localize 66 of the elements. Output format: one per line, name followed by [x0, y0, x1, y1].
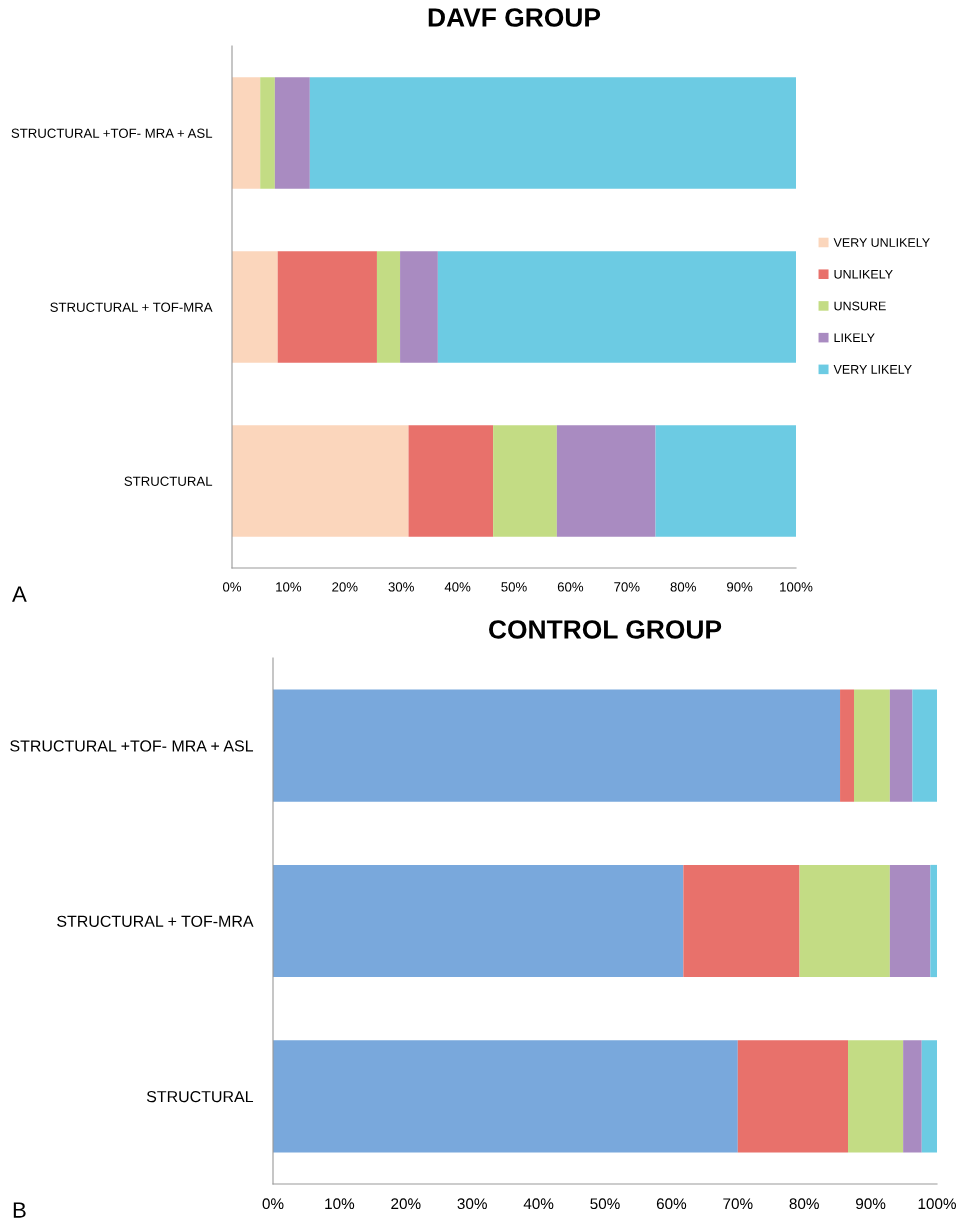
- x-tick-label: 80%: [789, 1198, 819, 1210]
- bar: [274, 77, 310, 189]
- x-tick-label: 30%: [457, 1198, 487, 1210]
- x-tick-label: 90%: [856, 1198, 886, 1210]
- bar: [889, 689, 913, 802]
- legend-label: VERY UNLIKELY: [833, 238, 930, 247]
- bar: [273, 864, 684, 978]
- bar: [655, 425, 796, 537]
- x-tick-label: 80%: [670, 582, 696, 592]
- bar: [408, 425, 494, 537]
- x-tick-label: 60%: [656, 1198, 687, 1210]
- x-tick-label: 20%: [391, 1198, 421, 1210]
- x-tick-label: 70%: [723, 1198, 753, 1210]
- bar: [889, 864, 931, 978]
- x-tick-label: 10%: [276, 582, 302, 592]
- x-tick-label: 100%: [780, 582, 813, 592]
- bar: [376, 251, 401, 363]
- legend-label: VERY LIKELY: [833, 365, 912, 374]
- x-tick-label: 0%: [222, 582, 242, 592]
- bar: [260, 77, 275, 189]
- bar: [232, 77, 261, 189]
- bar: [309, 77, 796, 189]
- bar: [437, 251, 796, 363]
- y-tick-label: STRUCTURAL + TOF-MRA: [50, 302, 213, 312]
- legend-label: LIKELY: [834, 333, 875, 342]
- bar: [273, 1040, 738, 1153]
- x-tick-label: 60%: [557, 582, 584, 592]
- x-tick-label: 10%: [325, 1198, 355, 1210]
- bar: [737, 1040, 849, 1153]
- x-tick-label: 0%: [262, 1198, 284, 1210]
- text: A: [12, 586, 27, 602]
- y-tick-label: STRUCTURAL: [124, 476, 213, 486]
- legend-label: UNSURE: [834, 301, 886, 311]
- bar: [556, 425, 656, 537]
- bar: [912, 689, 937, 802]
- bar: [273, 689, 841, 802]
- bar: [277, 251, 377, 363]
- bar: [799, 864, 890, 978]
- bar: [840, 689, 854, 802]
- x-tick-label: 30%: [388, 582, 414, 592]
- y-tick-label: STRUCTURAL + TOF-MRA: [57, 915, 254, 927]
- bar: [232, 251, 278, 363]
- chart-title: CONTROL GROUP: [489, 620, 722, 639]
- bar: [854, 689, 890, 802]
- bar: [903, 1040, 922, 1153]
- x-tick-label: 90%: [727, 582, 753, 592]
- bar: [683, 864, 800, 978]
- y-tick-label: STRUCTURAL +TOF- MRA + ASL: [10, 740, 254, 752]
- bar: [232, 425, 409, 537]
- x-tick-label: 70%: [614, 582, 640, 592]
- x-tick-label: 50%: [590, 1198, 620, 1210]
- x-tick-label: 20%: [332, 582, 358, 592]
- x-tick-label: 40%: [444, 582, 471, 592]
- bar: [400, 251, 438, 363]
- y-tick-label: STRUCTURAL +TOF- MRA + ASL: [11, 128, 213, 138]
- x-tick-label: 100%: [918, 1198, 956, 1210]
- legend-label: UNLIKELY: [834, 269, 893, 279]
- x-tick-label: 40%: [523, 1198, 554, 1210]
- bar: [921, 1040, 937, 1153]
- chart-title: DAVF GROUP: [428, 8, 601, 27]
- x-tick-label: 50%: [501, 582, 527, 592]
- y-tick-label: STRUCTURAL: [146, 1090, 254, 1103]
- text: B: [13, 1202, 26, 1218]
- bar: [848, 1040, 904, 1153]
- bar: [493, 425, 557, 537]
- bar: [930, 864, 937, 978]
